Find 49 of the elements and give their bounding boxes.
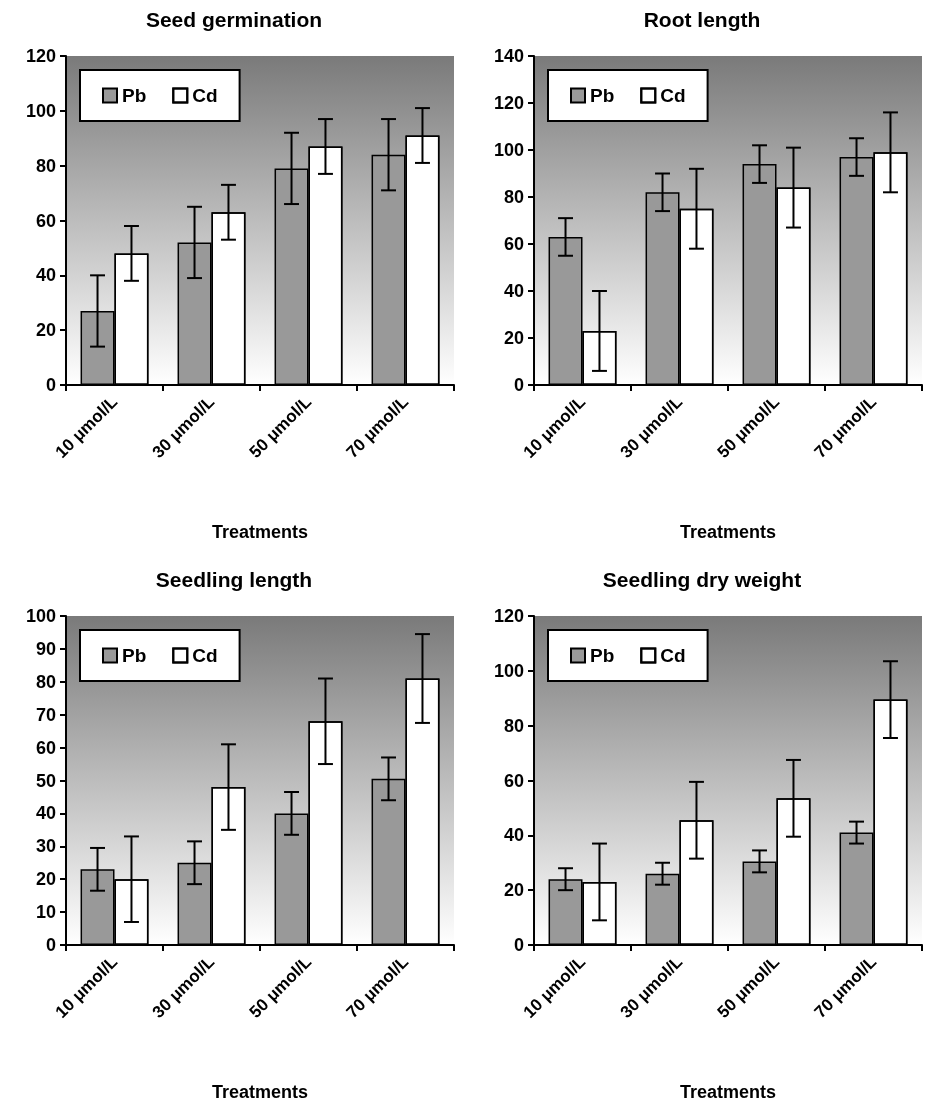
y-tick-label: 0	[45, 375, 56, 395]
y-tick-label: 100	[493, 660, 524, 681]
y-tick-label: 60	[35, 210, 56, 231]
y-tick-label: 20	[503, 880, 524, 901]
y-tick-label: 120	[25, 46, 56, 66]
y-tick-label: 0	[45, 935, 56, 955]
y-tick-label: 100	[25, 100, 56, 121]
y-tick-label: 120	[493, 93, 524, 113]
legend-label: Cd	[660, 85, 686, 106]
x-axis-title: Treatments	[211, 522, 309, 542]
y-tick-label: 120	[493, 606, 524, 626]
y-tick-label: 80	[503, 715, 524, 736]
y-tick-label: 140	[493, 46, 524, 66]
y-tick-label: 0	[513, 935, 524, 955]
legend-label: Cd	[192, 85, 218, 106]
y-tick-label: 80	[503, 187, 524, 207]
y-tick-label: 20	[503, 328, 524, 348]
y-tick-label: 80	[35, 155, 56, 176]
legend-label: Pb	[122, 645, 147, 666]
y-tick-label: 20	[35, 320, 56, 341]
y-tick-label: 80	[35, 671, 56, 692]
chart-title: Seed germination	[145, 8, 323, 31]
y-tick-label: 100	[493, 140, 524, 160]
y-tick-label: 40	[503, 281, 524, 301]
y-tick-label: 0	[513, 375, 524, 395]
chart-title: Seedling dry weight	[602, 568, 802, 591]
y-tick-label: 60	[503, 234, 524, 254]
y-tick-label: 40	[503, 825, 524, 846]
legend-label: Pb	[590, 85, 615, 106]
y-tick-label: 30	[35, 836, 56, 857]
x-axis-title: Treatments	[679, 522, 777, 542]
y-tick-label: 70	[35, 704, 56, 725]
y-tick-label: 20	[35, 869, 56, 890]
y-tick-label: 100	[25, 606, 56, 626]
x-axis-title: Treatments	[211, 1082, 309, 1102]
chart-title: Root length	[643, 8, 761, 31]
y-tick-label: 40	[35, 265, 56, 286]
y-tick-label: 90	[35, 638, 56, 659]
y-tick-label: 40	[35, 803, 56, 824]
legend-label: Cd	[192, 645, 218, 666]
chart-title: Seedling length	[155, 568, 313, 591]
y-tick-label: 10	[35, 902, 56, 923]
legend-label: Pb	[590, 645, 615, 666]
x-axis-title: Treatments	[679, 1082, 777, 1102]
y-tick-label: 60	[35, 737, 56, 758]
y-tick-label: 60	[503, 770, 524, 791]
legend-label: Cd	[660, 645, 686, 666]
legend-label: Pb	[122, 85, 147, 106]
y-tick-label: 50	[35, 770, 56, 791]
